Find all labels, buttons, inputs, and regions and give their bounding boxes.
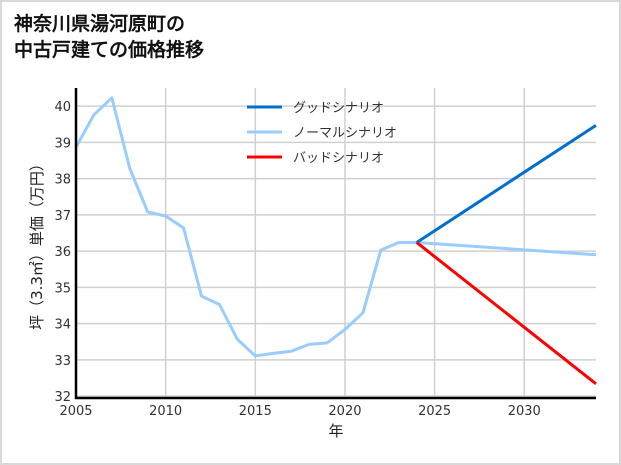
legend-label-0: グッドシナリオ	[293, 101, 384, 116]
y-tick-label: 39	[54, 136, 71, 151]
y-tick-label: 35	[54, 281, 71, 296]
x-tick-label: 2020	[328, 404, 361, 419]
y-tick-label: 38	[54, 173, 71, 188]
legend-label-2: バッドシナリオ	[293, 151, 384, 166]
y-tick-label: 33	[54, 354, 71, 369]
chart-title: 神奈川県湯河原町の 中古戸建ての価格推移	[14, 13, 205, 61]
x-tick-label: 2025	[418, 404, 451, 419]
x-axis-label: 年	[328, 422, 343, 440]
x-tick-label: 2015	[239, 404, 272, 419]
y-axis-label: 坪（3.3㎡）単価（万円）	[28, 156, 46, 330]
series-line-2	[415, 241, 597, 386]
x-tick-label: 2030	[508, 404, 541, 419]
x-tick-label: 2005	[59, 404, 92, 419]
y-tick-label: 32	[54, 390, 71, 405]
y-tick-label: 34	[54, 318, 71, 333]
y-tick-label: 40	[54, 100, 71, 115]
y-tick-label: 37	[54, 209, 71, 224]
x-tick-label: 2010	[149, 404, 182, 419]
legend-label-1: ノーマルシナリオ	[293, 126, 397, 141]
series-line-1	[74, 96, 597, 358]
y-tick-label: 36	[54, 245, 71, 260]
series-line-0	[415, 124, 597, 244]
